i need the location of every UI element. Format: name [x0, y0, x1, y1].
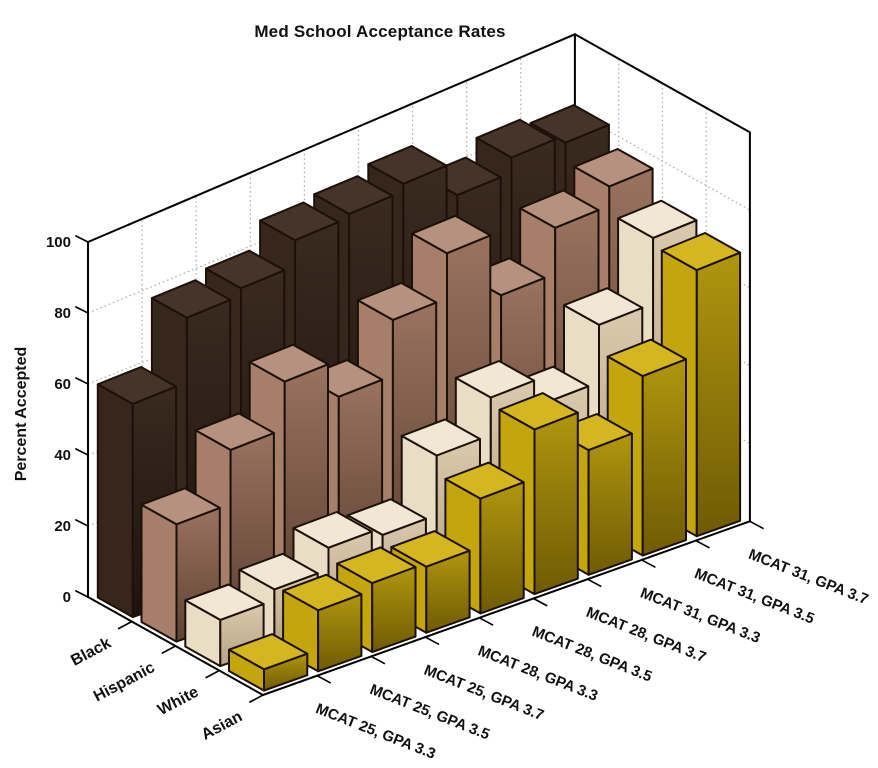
bar-face-top — [400, 418, 481, 457]
bar-face-top — [259, 201, 340, 242]
y-tick-label: 40 — [54, 447, 71, 464]
bar-face-top — [563, 287, 644, 326]
mcat-tick — [370, 655, 386, 665]
bar-face-top — [454, 360, 536, 399]
bar-face-top — [411, 214, 492, 255]
y-tick-label: 80 — [54, 305, 71, 322]
chart-title: Med School Acceptance Rates — [254, 22, 506, 41]
bar-asian-0 — [228, 633, 309, 692]
mcat-tick — [424, 636, 440, 646]
bar-face-top — [184, 583, 265, 621]
bar-face-top — [228, 633, 309, 671]
bar-face-top — [356, 281, 438, 321]
mcat-tick — [748, 520, 764, 530]
bar-face-top — [617, 199, 698, 239]
bar-face-top — [292, 511, 373, 549]
race-axis-label: White — [155, 684, 202, 720]
box-top-edges — [86, 33, 751, 523]
y-tick — [74, 589, 90, 599]
bar-asian-3 — [390, 530, 471, 634]
bar-face-right — [533, 411, 579, 596]
bar-asian-4 — [444, 461, 525, 615]
bar-face-top — [519, 189, 600, 229]
y-tick-label: 100 — [46, 234, 71, 251]
bar-face-top — [150, 279, 232, 319]
race-tick — [117, 620, 133, 630]
bar-asian-7 — [606, 338, 687, 557]
bar-face-top — [346, 498, 427, 536]
bar-face-top — [390, 530, 471, 568]
bar-face-top — [498, 392, 579, 431]
bar-face-top — [282, 573, 363, 612]
y-tick-label: 20 — [54, 518, 71, 535]
bar-face-top — [444, 461, 525, 500]
bar-face-right — [695, 251, 742, 538]
race-tick — [205, 669, 221, 679]
bar-face-right — [479, 481, 525, 615]
mcat-tick — [694, 539, 710, 549]
bar-face-top — [140, 487, 221, 526]
race-tick — [248, 693, 265, 704]
mcat-tick — [478, 616, 494, 626]
bar-face-top — [475, 118, 556, 159]
y-tick-label: 0 — [63, 589, 71, 606]
bar-face-top — [660, 232, 742, 272]
y-tick-label: 60 — [54, 376, 71, 393]
y-tick — [74, 447, 90, 457]
bar-face-right — [587, 432, 633, 576]
bar-face-top — [238, 552, 319, 591]
race-axis-label: Asian — [199, 708, 245, 743]
bar-face-top — [313, 175, 394, 215]
y-tick — [74, 518, 90, 528]
y-tick — [74, 234, 90, 244]
mcat-tick — [640, 558, 656, 568]
bar-face-top — [96, 366, 178, 405]
bar-asian-1 — [282, 573, 363, 673]
bar-face-right — [641, 358, 687, 557]
race-axis-label: Hispanic — [91, 659, 158, 705]
bar-face-top — [336, 546, 417, 585]
y-tick — [74, 305, 90, 315]
y-tick — [74, 376, 90, 386]
bar-face-top — [205, 249, 286, 290]
bar-face-top — [248, 343, 329, 383]
mcat-tick — [586, 578, 602, 588]
mcat-tick — [532, 597, 548, 607]
bar-face-top — [606, 338, 687, 378]
bar-face-left — [140, 503, 178, 643]
race-axis-label: Black — [68, 635, 114, 670]
bar-face-left — [96, 383, 134, 619]
bar-face-top — [573, 148, 654, 188]
mcat-tick — [316, 674, 332, 684]
race-tick — [161, 644, 177, 655]
bar-face-top — [529, 104, 610, 144]
bar-face-top — [194, 412, 275, 451]
bar-face-top — [367, 145, 448, 185]
y-axis-label: Percent Accepted — [13, 346, 30, 482]
